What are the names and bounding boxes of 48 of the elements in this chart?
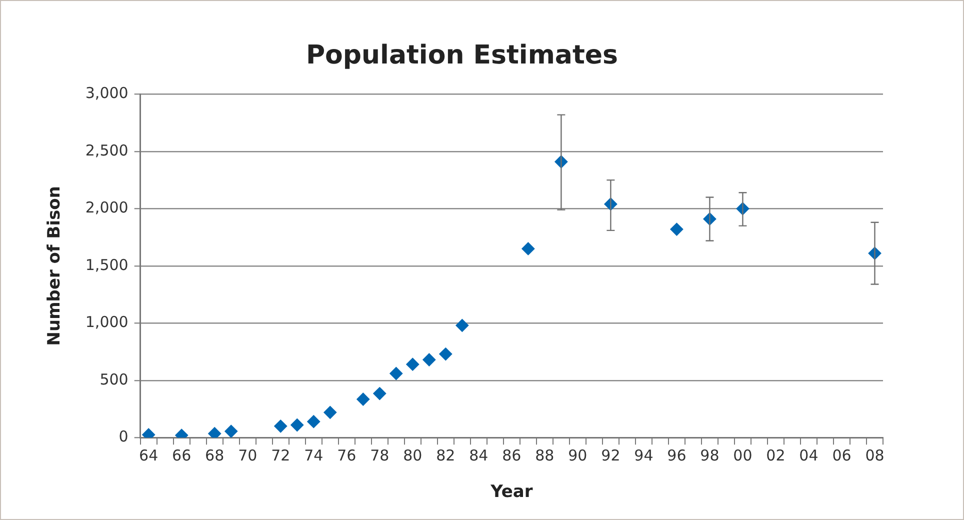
point [439, 348, 452, 361]
y-tick-label: 1,500 [85, 256, 128, 274]
y-tick-label: 2,000 [85, 198, 128, 217]
x-tick-label: 86 [502, 446, 522, 464]
x-tick-label: 88 [535, 446, 554, 464]
x-tick-label: 84 [469, 446, 488, 464]
point [373, 387, 386, 400]
point [274, 420, 288, 433]
x-tick-label: 78 [370, 446, 390, 464]
y-axis-title: Number of Bison [44, 186, 65, 346]
y-tick-label: 2,500 [85, 141, 128, 160]
chart-title: Population Estimates [306, 40, 618, 70]
point [208, 427, 222, 438]
point [390, 367, 403, 380]
x-tick-label: 66 [172, 446, 192, 464]
x-tick-label: 08 [865, 446, 884, 464]
x-tick-label: 64 [139, 446, 158, 464]
x-tick-label: 94 [634, 446, 654, 464]
x-tick-label: 74 [304, 446, 324, 464]
x-tick-label: 92 [601, 446, 620, 464]
y-tick-label: 500 [100, 370, 128, 388]
y-tick-label: 0 [118, 427, 128, 446]
point [224, 424, 238, 438]
x-tick-label: 96 [667, 446, 686, 464]
x-tick-label: 70 [238, 446, 258, 464]
point [290, 418, 304, 432]
point [456, 318, 469, 332]
x-tick-label: 02 [766, 446, 786, 464]
point [406, 358, 420, 371]
x-tick-label: 98 [700, 446, 720, 464]
x-tick-label: 80 [403, 446, 422, 464]
point [307, 415, 320, 428]
point [422, 353, 436, 366]
x-tick-label: 68 [205, 446, 224, 464]
point [356, 392, 370, 406]
x-tick-label: 90 [568, 446, 588, 464]
x-tick-label: 72 [271, 446, 290, 464]
x-tick-label: 00 [733, 446, 752, 464]
point [670, 222, 684, 236]
x-axis-title: Year [490, 482, 534, 502]
point [324, 406, 337, 419]
x-tick-label: 04 [799, 446, 818, 464]
x-tick-label: 82 [436, 446, 456, 464]
x-tick-label: 06 [832, 446, 852, 464]
y-tick-label: 3,000 [85, 84, 128, 102]
x-tick-label: 76 [337, 446, 356, 464]
y-tick-label: 1,000 [85, 313, 128, 332]
point [522, 242, 535, 256]
